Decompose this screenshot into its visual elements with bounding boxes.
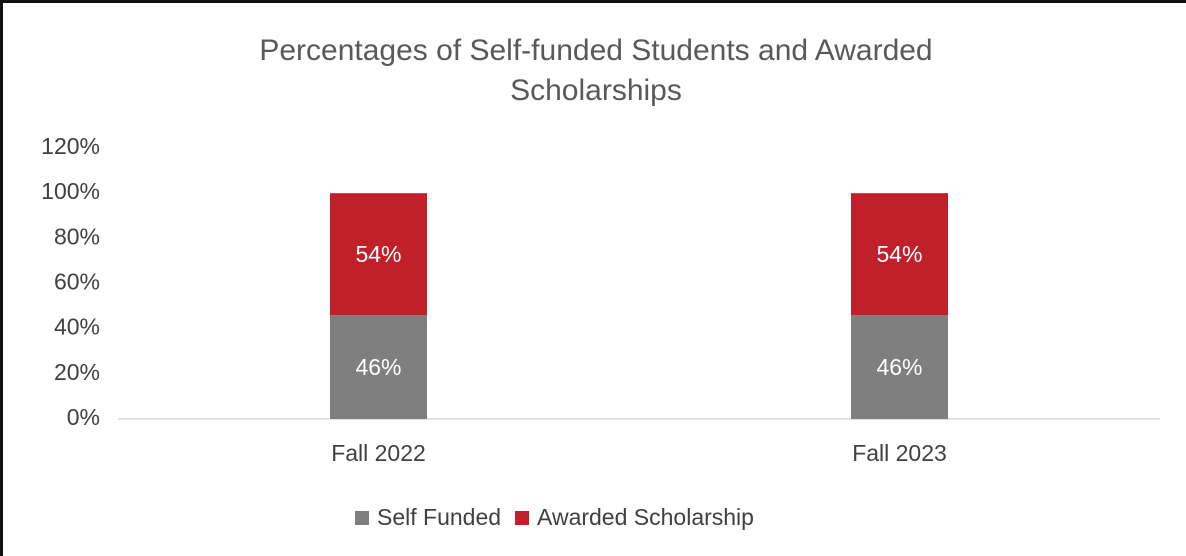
bar-segment [330,193,427,316]
x-tick-label: Fall 2023 [852,440,947,466]
y-tick-label: 80% [54,223,100,249]
y-tick-label: 40% [54,314,100,340]
value-label: 46% [355,354,401,380]
bar-segment [851,315,948,419]
bar-segment [330,315,427,419]
y-tick-label: 120% [41,133,100,159]
y-tick-label: 60% [54,269,100,295]
legend-label: Awarded Scholarship [537,504,754,530]
y-tick-label: 20% [54,359,100,385]
bar-segment [851,193,948,316]
legend-label: Self Funded [377,504,501,530]
y-tick-label: 100% [41,178,100,204]
y-tick-label: 0% [67,404,100,430]
chart-title: Percentages of Self-funded Students and … [259,34,933,107]
legend-swatch [515,511,530,525]
legend-swatch [355,511,369,525]
x-tick-label: Fall 2022 [331,440,426,466]
value-label: 54% [355,241,401,267]
value-label: 54% [876,241,922,267]
value-label: 46% [876,354,922,380]
